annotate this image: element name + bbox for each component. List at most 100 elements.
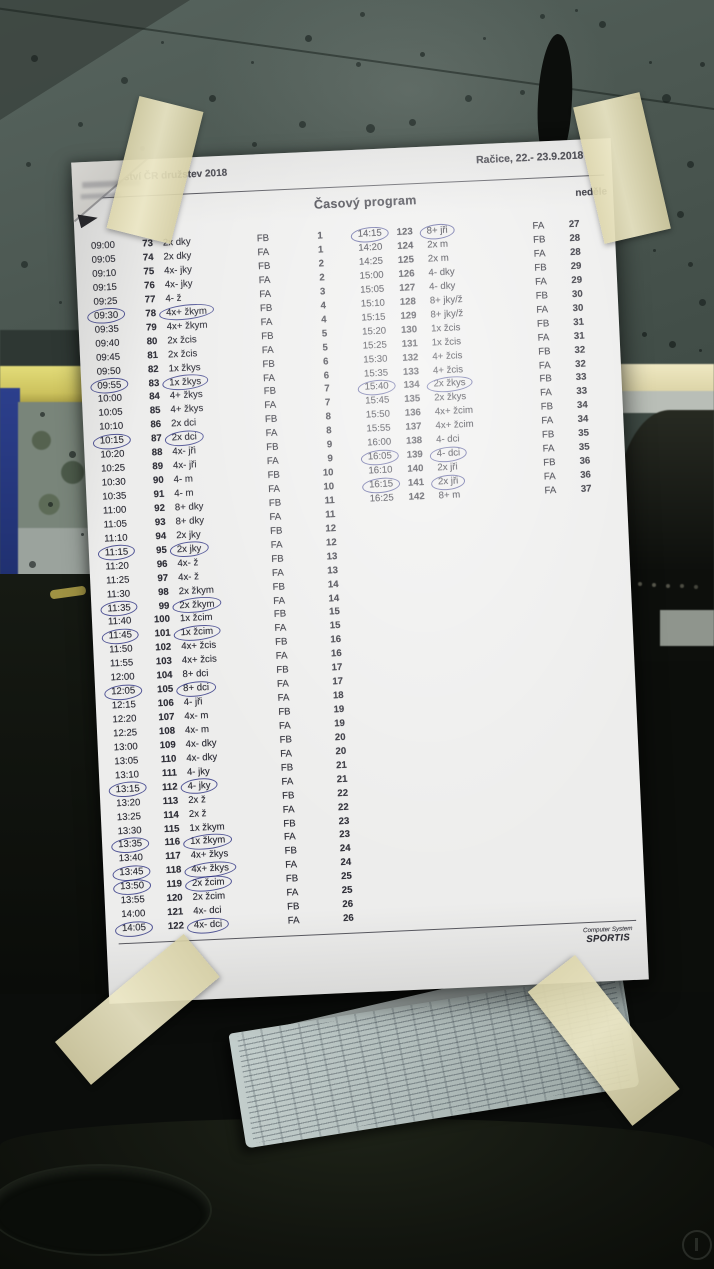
final-number-cell: 7	[324, 397, 331, 409]
time-cell: 14:05	[121, 922, 147, 935]
race-number-cell: 130	[400, 323, 418, 336]
heat-cell: FA	[541, 415, 554, 427]
heat-cell: FB	[280, 762, 294, 774]
heat-cell: FB	[532, 234, 546, 246]
final-number-cell: 6	[322, 355, 329, 368]
time-cell: 11:10	[104, 532, 128, 545]
race-number-cell: 129	[400, 309, 417, 322]
gray-ground	[660, 610, 714, 646]
time-cell: 13:30	[117, 824, 142, 837]
final-number-cell: 5	[322, 341, 329, 354]
final-number-cell: 31	[573, 316, 585, 328]
location-date: Račice, 22.- 23.9.2018	[475, 149, 584, 167]
race-number-cell: 136	[404, 407, 422, 420]
race-number-cell: 131	[401, 337, 418, 350]
heat-cell: FB	[272, 581, 286, 593]
heat-cell: FA	[257, 246, 270, 259]
time-cell: 12:25	[112, 727, 138, 740]
dashboard-vent-recess	[0, 1166, 210, 1254]
final-number-cell: 15	[328, 606, 341, 618]
race-number-cell: 95	[155, 544, 168, 557]
time-cell: 13:40	[118, 852, 144, 865]
time-cell: 10:10	[98, 420, 124, 434]
heat-cell: FB	[259, 302, 273, 315]
race-number-cell: 78	[145, 307, 157, 320]
time-cell: 11:35	[107, 601, 131, 615]
time-cell: 10:05	[98, 407, 123, 420]
race-number-cell: 119	[166, 878, 183, 891]
time-cell: 11:50	[109, 643, 133, 656]
final-number-cell: 23	[338, 815, 350, 827]
race-number-cell: 120	[166, 892, 183, 905]
race-number-cell: 102	[155, 642, 172, 654]
time-cell: 15:05	[360, 283, 385, 296]
final-number-cell: 28	[569, 246, 582, 259]
time-cell: 11:25	[105, 574, 130, 587]
final-number-cell: 16	[330, 648, 342, 660]
schedule-left-column: 09:00 73 2x dky FB 1 09:05 74 2x dky FA 1 09:10 75 4…	[91, 229, 354, 936]
time-cell: 11:15	[104, 546, 129, 559]
final-number-cell: 8	[326, 425, 332, 437]
time-cell: 09:30	[93, 309, 119, 322]
final-number-cell: 37	[580, 483, 592, 495]
time-cell: 13:25	[116, 810, 142, 823]
heat-cell: FA	[281, 775, 294, 788]
heat-cell: FA	[270, 539, 283, 551]
time-cell: 13:55	[120, 894, 145, 907]
heat-cell: FB	[261, 330, 274, 342]
heat-cell: FA	[265, 427, 278, 440]
time-cell: 09:10	[92, 267, 117, 280]
final-number-cell: 10	[322, 467, 334, 479]
race-number-cell: 126	[398, 268, 415, 280]
heat-cell: FB	[543, 457, 556, 469]
final-number-cell: 29	[570, 260, 582, 273]
time-cell: 16:00	[366, 436, 392, 449]
final-number-cell: 14	[327, 578, 339, 591]
time-cell: 11:55	[109, 657, 134, 670]
time-cell: 15:15	[361, 311, 386, 324]
heat-cell: FB	[278, 706, 291, 718]
heat-cell: FB	[266, 441, 279, 454]
race-number-cell: 116	[164, 836, 181, 849]
final-number-cell: 2	[319, 272, 325, 284]
heat-cell: FB	[537, 345, 551, 358]
race-number-cell: 80	[146, 335, 158, 348]
heat-cell: FB	[541, 429, 555, 441]
sportis-logo-name: SPORTIS	[586, 932, 631, 946]
time-cell: 15:00	[359, 269, 384, 282]
final-number-cell: 19	[333, 703, 345, 716]
time-cell: 15:50	[365, 408, 391, 421]
time-cell: 15:45	[365, 394, 390, 408]
time-cell: 09:40	[95, 337, 120, 350]
final-number-cell: 10	[323, 481, 335, 493]
race-number-cell: 139	[406, 449, 424, 461]
race-number-cell: 117	[165, 850, 182, 863]
heat-cell: FB	[257, 260, 271, 273]
final-number-cell: 13	[326, 550, 338, 563]
heat-cell: FA	[261, 344, 274, 356]
final-number-cell: 33	[576, 385, 588, 398]
rain-droplets	[0, 0, 5, 5]
final-number-cell: 32	[574, 358, 587, 370]
final-number-cell: 23	[339, 829, 351, 841]
final-number-cell: 6	[323, 369, 330, 381]
heat-cell: FB	[281, 789, 295, 802]
heat-cell: FA	[534, 276, 548, 288]
final-number-cell: 22	[337, 787, 349, 799]
race-number-cell: 96	[156, 558, 168, 570]
time-cell: 15:35	[363, 367, 389, 380]
heat-cell: FB	[267, 469, 281, 482]
final-number-cell: 13	[327, 564, 339, 577]
time-cell: 09:25	[93, 295, 118, 308]
time-cell: 11:40	[107, 615, 132, 628]
heat-cell: FB	[539, 373, 553, 386]
time-cell: 10:20	[100, 448, 125, 461]
race-number-cell: 109	[159, 739, 176, 752]
time-cell: 11:00	[102, 504, 127, 517]
heat-cell: FB	[534, 262, 547, 274]
final-number-cell: 31	[573, 330, 585, 342]
heat-cell: FA	[282, 803, 295, 816]
heat-cell: FA	[543, 471, 556, 483]
race-number-cell: 79	[145, 321, 157, 334]
time-cell: 13:10	[114, 769, 140, 782]
